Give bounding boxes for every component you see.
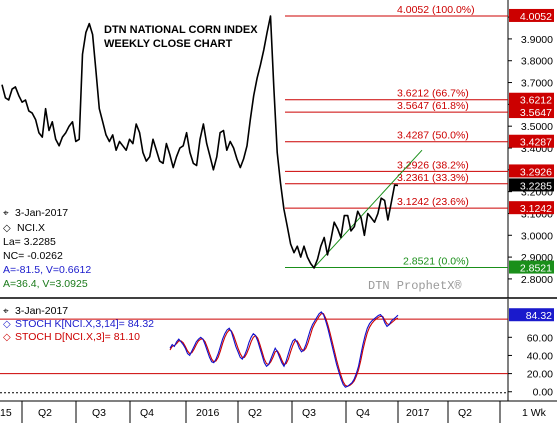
x-axis-label: 2016	[196, 407, 220, 419]
fib-badge-label: 3.2926	[520, 166, 552, 178]
stoch-crosshair-icon: ⌖	[3, 306, 9, 317]
stoch-d-diamond-icon: ◇	[3, 332, 11, 343]
fib-badge-bg	[509, 92, 554, 106]
y-tick-label: 3.7000	[521, 78, 553, 90]
fib-badge-bg	[509, 260, 554, 274]
x-axis-label: Q4	[356, 407, 370, 419]
crosshair-icon: ⌖	[3, 208, 9, 219]
x-axis-label: Q3	[92, 407, 106, 419]
x-axis-label: Q2	[458, 407, 472, 419]
y-tick-label: 3.0000	[521, 230, 553, 242]
x-axis-label: Q4	[140, 407, 154, 419]
x-axis-label: Q2	[38, 407, 52, 419]
stoch-d-line	[169, 313, 399, 387]
stoch-k-diamond-icon: ◇	[3, 319, 11, 330]
fib-level-label: 4.0052 (100.0%)	[397, 4, 475, 16]
support-trendline	[313, 149, 423, 268]
fib-badge-label: 3.4287	[520, 137, 552, 149]
stoch-lines-group	[169, 311, 399, 388]
stoch-k-line	[169, 311, 399, 388]
stoch-y-tick-label: 40.00	[527, 350, 553, 362]
stoch-k-badge-label: 84.32	[526, 310, 552, 322]
watermark: DTN ProphetX®	[368, 279, 462, 293]
stoch-info-date: 3-Jan-2017	[15, 305, 68, 317]
info-a-v2: A=36.4, V=3.0925	[3, 278, 88, 290]
fib-badge-label: 4.0052	[520, 11, 552, 23]
info-last: La= 3.2285	[3, 236, 56, 248]
y-tick-label: 3.9000	[521, 34, 553, 46]
fib-level-label: 3.5647 (61.8%)	[397, 100, 469, 112]
stoch-y-tick-label: 0.00	[533, 387, 554, 399]
info-date: 3-Jan-2017	[15, 207, 68, 219]
fib-badge-label: 3.5647	[520, 107, 552, 119]
x-axis-label: 15	[0, 407, 12, 419]
y-tick-label: 2.8000	[521, 274, 553, 286]
y-tick-label: 3.5000	[521, 121, 553, 133]
fib-level-label: 3.4287 (50.0%)	[397, 130, 469, 142]
stoch-d-label: STOCH D[NCI.X,3]= 81.10	[15, 331, 140, 343]
fib-badge-label: 3.6212	[520, 95, 552, 107]
last-price-badge-bg	[509, 178, 554, 192]
stoch-k-badge-group: 84.32	[509, 308, 554, 322]
x-axis-label: 2017	[406, 407, 430, 419]
fib-level-label: 3.2926 (38.2%)	[397, 159, 469, 171]
x-axis-label: Q2	[248, 407, 262, 419]
chart-title-line2: WEEKLY CLOSE CHART	[104, 38, 233, 50]
fib-level-label: 3.6212 (66.7%)	[397, 88, 469, 100]
fib-badge-bg	[509, 8, 554, 22]
fib-level-label: 3.2361 (33.3%)	[397, 172, 469, 184]
stoch-y-ticks: 60.00 40.00 20.00 0.00	[0, 332, 554, 399]
info-symbol: NCI.X	[17, 222, 45, 234]
info-net-change: NC= -0.0262	[3, 250, 63, 262]
fib-level-label: 2.8521 (0.0%)	[403, 256, 469, 268]
stoch-y-tick-label: 20.00	[527, 369, 553, 381]
y-axis-strip	[508, 0, 557, 298]
stoch-info-block: ⌖ 3-Jan-2017 ◇ STOCH K[NCI.X,3,14]= 84.3…	[3, 305, 154, 343]
info-block: ⌖ 3-Jan-2017 ◇ NCI.X La= 3.2285 NC= -0.0…	[3, 207, 91, 290]
info-a-v: A=-81.5, V=0.6612	[3, 264, 91, 276]
x-axis-labels: 15 Q2 Q3 Q4 2016 Q2 Q3 Q4 2017 Q2 1 Wk	[0, 401, 547, 423]
trendline-group	[313, 149, 423, 268]
stoch-y-tick-label: 60.00	[527, 332, 553, 344]
price-line-group	[1, 15, 399, 269]
fib-badge-bg	[509, 164, 554, 178]
fib-level-label: 3.1242 (23.6%)	[397, 196, 469, 208]
x-axis-label: Q3	[302, 407, 316, 419]
fibonacci-levels: 4.0052 (100.0%) 4.0052 3.6212 (66.7%) 3.621…	[285, 4, 554, 275]
price-line	[1, 15, 399, 269]
fib-badge-bg	[509, 201, 554, 215]
last-price-badge-label: 3.2285	[520, 180, 552, 192]
last-price-badge-group: 3.2285	[509, 178, 554, 192]
chart-title-line1: DTN NATIONAL CORN INDEX	[104, 24, 258, 36]
x-axis-label: 1 Wk	[522, 407, 547, 419]
stoch-k-badge-bg	[509, 308, 554, 322]
diamond-icon: ◇	[3, 223, 11, 234]
stoch-reference-lines	[0, 318, 508, 375]
fib-badge-bg	[509, 105, 554, 119]
y-tick-label: 3.8000	[521, 56, 553, 68]
fib-badge-label: 2.8521	[520, 263, 552, 275]
fib-badge-label: 3.1242	[520, 203, 552, 215]
stoch-k-label: STOCH K[NCI.X,3,14]= 84.32	[15, 318, 154, 330]
fib-badge-bg	[509, 134, 554, 148]
